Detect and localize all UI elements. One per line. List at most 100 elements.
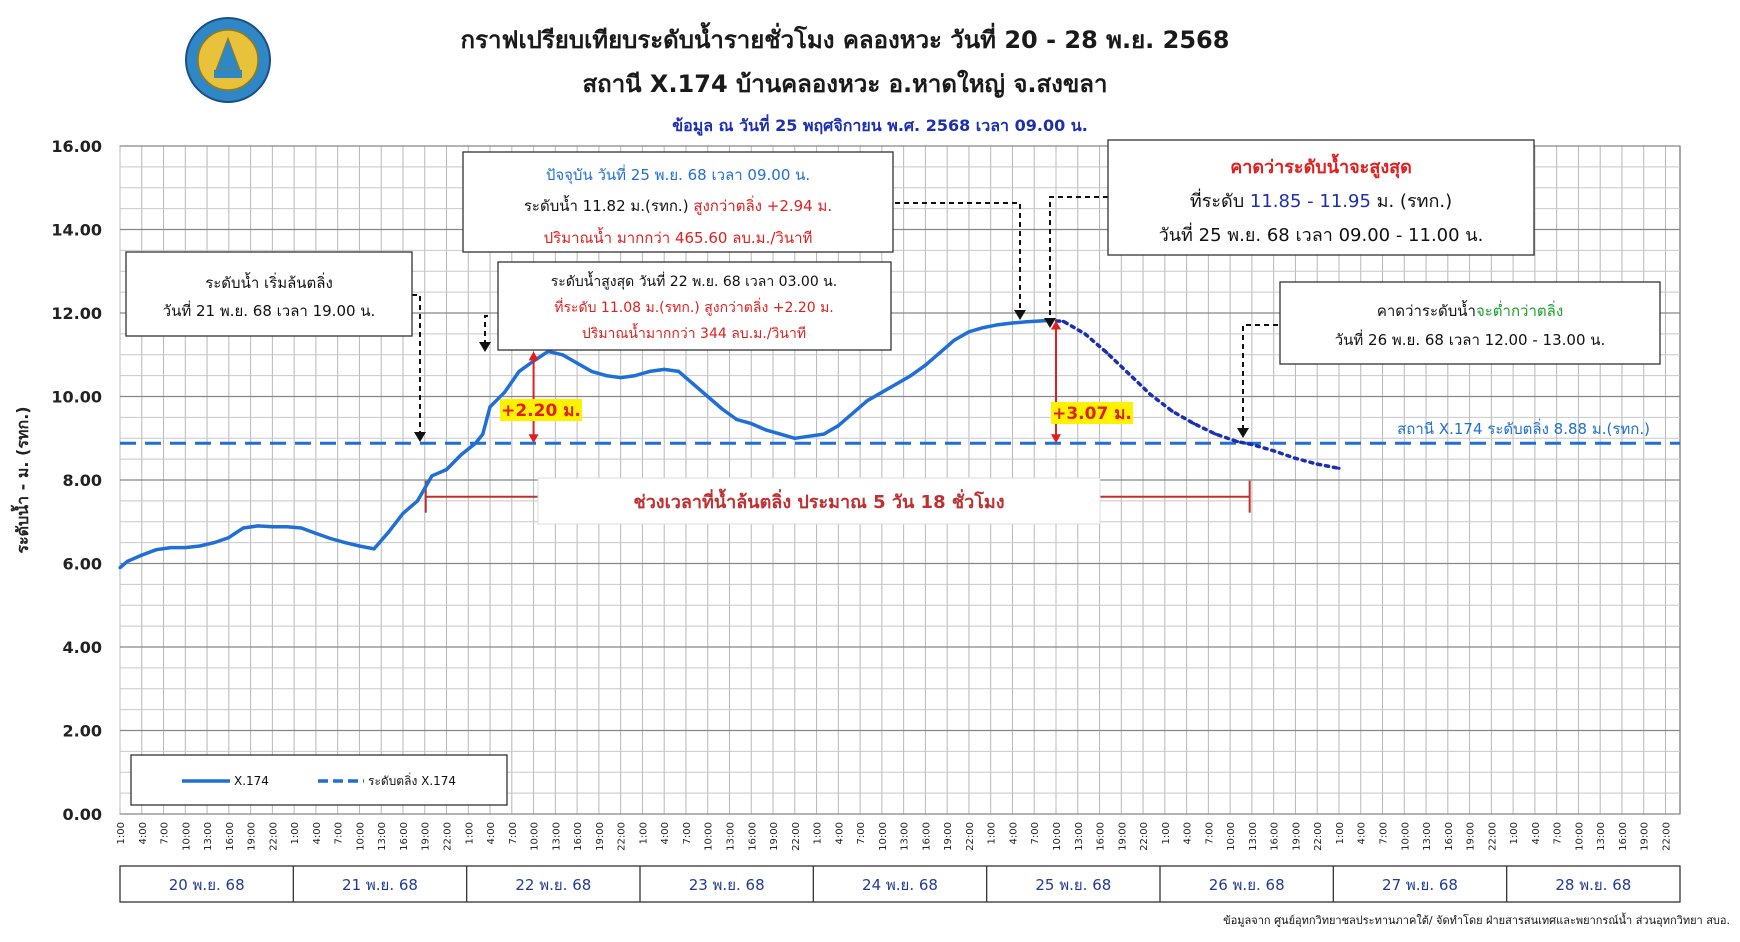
x-tick-label: 19:00 [943, 822, 954, 851]
x-tick-label: 4:00 [1183, 822, 1194, 844]
data-as-of: ข้อมูล ณ วันที่ 25 พฤศจิกายน พ.ศ. 2568 เ… [672, 114, 1088, 137]
x-tick-label: 13:00 [900, 822, 911, 851]
x-tick-label: 16:00 [399, 822, 410, 851]
legend-threshold-label: ระดับตลิ่ง X.174 [368, 772, 456, 788]
series-point-x174 [372, 547, 376, 551]
callout-start-line1: ระดับน้ำ เริ่มล้นตลิ่ง [205, 272, 333, 292]
x-tick-label: 19:00 [1466, 822, 1477, 851]
x-tick-label: 13:00 [725, 822, 736, 851]
x-tick-label: 4:00 [1531, 822, 1542, 844]
x-tick-label: 16:00 [573, 822, 584, 851]
day-axis-frame [119, 865, 1681, 903]
legend-series-label: X.174 [234, 774, 269, 788]
series-point-x174 [633, 374, 637, 378]
delta2-highlight [1051, 402, 1133, 424]
series-point-x174 [735, 417, 739, 422]
x-tick-label: 1:00 [464, 822, 475, 844]
series-point-x174 [169, 546, 173, 550]
y-tick-label: 10.00 [51, 388, 102, 407]
x-tick-label: 4:00 [138, 822, 149, 844]
day-label: 24 พ.ย. 68 [862, 876, 938, 894]
x-tick-label: 1:00 [1161, 822, 1172, 844]
x-tick-label: 22:00 [791, 822, 802, 851]
x-tick-label: 13:00 [1422, 822, 1433, 851]
series-point-x174 [386, 530, 391, 534]
footer-source: ข้อมูลจาก ศูนย์อุทกวิทยาชลประทานภาคใต้/ … [1223, 912, 1730, 927]
x-tick-label: 7:00 [1553, 822, 1564, 844]
delta1-label: +2.20 ม. [501, 401, 581, 421]
day-label: 20 พ.ย. 68 [169, 876, 245, 894]
series-point-forecast [1214, 432, 1218, 436]
y-axis-ticks: 0.00 2.00 4.00 6.00 8.00 10.00 12.00 14.00 16.00 [51, 137, 102, 824]
series-point-forecast [1272, 449, 1276, 453]
series-point-x174 [967, 330, 971, 334]
y-tick-label: 14.00 [51, 221, 102, 240]
x-tick-label: 22:00 [1487, 822, 1498, 851]
x-tick-label: 1:00 [813, 822, 824, 844]
x-tick-label: 4:00 [660, 822, 671, 844]
x-tick-label: 16:00 [1270, 822, 1281, 851]
series-point-x174 [778, 432, 782, 436]
series-point-x174 [764, 428, 768, 432]
series-point-forecast [1061, 319, 1065, 323]
x-tick-label: 19:00 [595, 822, 606, 851]
x-tick-label: 13:00 [1248, 822, 1259, 851]
x-tick-label: 22:00 [443, 822, 454, 851]
series-point-x174 [822, 432, 826, 436]
series-point-forecast [1250, 442, 1254, 447]
x-tick-label: 4:00 [834, 822, 845, 844]
day-label: 26 พ.ย. 68 [1209, 876, 1285, 894]
series-point-x174 [401, 511, 405, 515]
x-tick-label: 10:00 [704, 822, 715, 851]
x-tick-label: 22:00 [1313, 822, 1324, 851]
series-point-x174 [1025, 320, 1029, 324]
series-point-x174 [923, 363, 927, 367]
current-arrow-head-top [1051, 320, 1061, 330]
chart-title: กราฟเปรียบเทียบระดับน้ำรายชั่วโมง คลองหว… [461, 21, 1230, 54]
series-point-x174 [793, 436, 797, 440]
x-tick-label: 22:00 [965, 822, 976, 851]
y-tick-label: 0.00 [63, 805, 102, 824]
series-point-x174 [720, 407, 724, 411]
series-point-x174 [1039, 319, 1044, 323]
x-tick-label: 19:00 [769, 822, 780, 851]
series-point-x174 [706, 394, 710, 399]
series-point-x174 [198, 544, 202, 548]
callout-peak-line2: ที่ระดับ 11.08 ม.(รทก.) สูงกว่าตลิ่ง +2.… [554, 298, 834, 316]
callout-peak-line3: ปริมาณน้ำมากกว่า 344 ลบ.ม./วินาที [582, 323, 806, 342]
x-tick-label: 13:00 [1596, 822, 1607, 851]
x-tick-label: 16:00 [225, 822, 236, 851]
duration-label: ช่วงเวลาที่น้ำล้นตลิ่ง ประมาณ 5 วัน 18 ช… [633, 488, 1004, 513]
callout-fmax-line2: ที่ระดับ 11.85 - 11.95 ม. (รทก.) [1190, 188, 1452, 212]
callout-connectors [412, 196, 1278, 432]
series-point-x174 [938, 351, 942, 355]
y-tick-label: 6.00 [63, 555, 102, 574]
x-tick-label: 4:00 [312, 822, 323, 844]
peak-arrow-head-bottom [528, 434, 539, 444]
series-point-x174 [314, 531, 318, 536]
callout-current-line3: ปริมาณน้ำ มากกว่า 465.60 ลบ.ม./วินาที [544, 227, 813, 247]
y-axis-label: ระดับน้ำ - ม. (รทก.) [10, 406, 32, 553]
series-point-x174 [118, 566, 122, 570]
x-tick-label: 10:00 [181, 822, 192, 851]
series-point-forecast [1170, 409, 1174, 413]
peak-arrow-head-top [528, 351, 539, 361]
callout-fbelow-line1: คาดว่าระดับน้ำจะต่ำกว่าตลิ่ง [1377, 300, 1563, 320]
x-tick-label: 10:00 [530, 822, 541, 851]
series-point-x174 [227, 536, 231, 540]
x-tick-label: 1:00 [1509, 822, 1520, 844]
day-label: 23 พ.ย. 68 [689, 876, 765, 894]
chart-subtitle: สถานี X.174 บ้านคลองหวะ อ.หาดใหญ่ จ.สงขล… [583, 69, 1108, 98]
series-point-forecast [1126, 371, 1131, 376]
series-point-x174 [270, 525, 274, 529]
x-tick-label: 13:00 [551, 822, 562, 851]
series-point-x174 [677, 369, 681, 374]
y-tick-label: 4.00 [63, 638, 102, 657]
x-tick-label: 22:00 [617, 822, 628, 851]
x-tick-label: 4:00 [486, 822, 497, 844]
x-tick-label: 7:00 [334, 822, 345, 844]
y-tick-label: 16.00 [51, 137, 102, 156]
series-point-x174 [241, 526, 245, 530]
x-tick-label: 7:00 [508, 822, 519, 844]
